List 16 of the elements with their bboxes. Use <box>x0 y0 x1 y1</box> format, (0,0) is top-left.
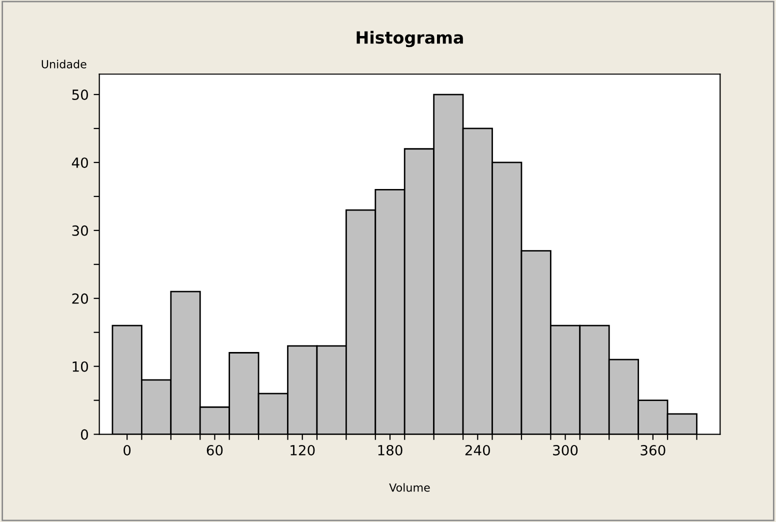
y-tick-label: 0 <box>80 429 88 440</box>
x-tick-label: 240 <box>465 444 490 456</box>
y-tick-label: 10 <box>72 361 88 372</box>
x-tick-label: 180 <box>378 444 402 456</box>
y-tick-label: 30 <box>72 225 88 236</box>
y-axis-title: Unidade <box>42 60 86 68</box>
x-tick-label: 0 <box>124 444 131 456</box>
y-tick-label: 40 <box>72 157 88 168</box>
x-tick-label: 300 <box>553 444 578 456</box>
y-tick-label: 20 <box>72 293 88 304</box>
x-tick-label: 360 <box>640 444 666 456</box>
chart-title: Histograma <box>356 30 463 48</box>
x-axis-title: Volume <box>389 483 430 492</box>
x-tick-label: 120 <box>290 444 315 456</box>
x-tick-label: 60 <box>206 444 223 456</box>
y-tick-label: 50 <box>72 89 88 100</box>
